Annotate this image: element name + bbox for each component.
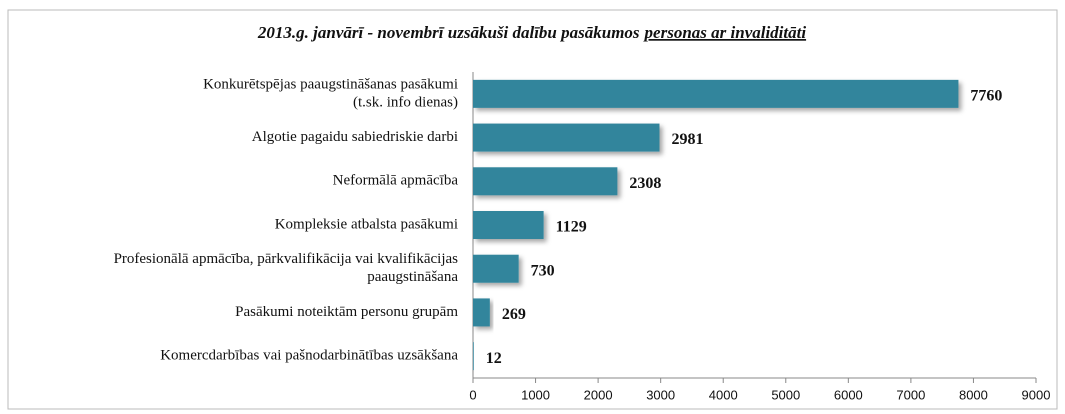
y-tick-label: Komercdarbības vai pašnodarbinātības uzs…	[160, 348, 458, 364]
x-tick-label: 7000	[896, 387, 925, 402]
y-tick-label: Profesionālā apmācība, pārkvalifikācija …	[114, 251, 459, 267]
value-label: 7760	[970, 88, 1002, 105]
y-tick-label: paaugstināšana	[367, 269, 458, 285]
y-tick-label: (t.sk. info dienas)	[353, 94, 458, 110]
x-tick-label: 5000	[771, 387, 800, 402]
bar	[473, 79, 959, 108]
x-tick-label: 1000	[521, 387, 550, 402]
x-tick-label: 8000	[959, 387, 988, 402]
y-tick-label: Konkurētspējas paaugstināšanas pasākumi	[203, 76, 458, 92]
y-tick-label: Kompleksie atbalsta pasākumi	[275, 216, 458, 232]
value-label: 730	[531, 262, 555, 279]
title-part: 2013.g. janvārī - novembrī uzsākuši dalī…	[257, 23, 640, 42]
value-label: 2308	[629, 175, 661, 192]
y-tick-label: Neformālā apmācība	[333, 173, 459, 189]
value-label: 2981	[671, 131, 703, 148]
value-label: 1129	[556, 219, 587, 236]
x-tick-label: 2000	[584, 387, 613, 402]
title-underlined: personas ar invaliditāti	[643, 23, 807, 42]
bar	[473, 211, 544, 239]
y-tick-label: Algotie pagaidu sabiedriskie darbi	[252, 129, 458, 145]
y-tick-label: Pasākumi noteiktām personu grupām	[235, 304, 458, 320]
x-tick-label: 6000	[834, 387, 863, 402]
bar	[473, 123, 660, 152]
frame	[7, 9, 1058, 410]
x-tick-label: 4000	[709, 387, 738, 402]
bar	[473, 298, 490, 327]
bar	[473, 167, 618, 196]
chart-title: 2013.g. janvārī - novembrī uzsākuši dalī…	[257, 23, 806, 42]
x-tick-label: 3000	[646, 387, 675, 402]
value-label: 12	[486, 350, 502, 367]
x-tick-label: 0	[469, 387, 476, 402]
value-label: 269	[502, 306, 526, 323]
bar	[473, 254, 519, 283]
bar	[473, 342, 474, 371]
x-tick-label: 9000	[1022, 387, 1051, 402]
